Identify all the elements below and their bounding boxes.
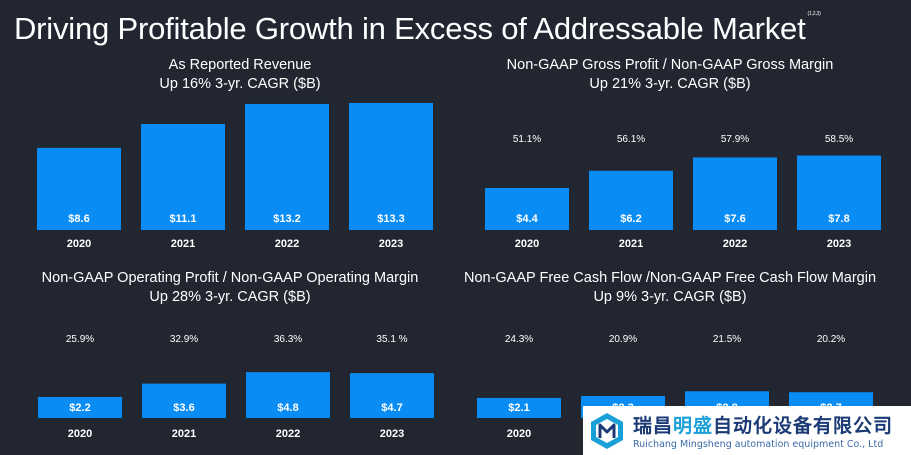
x-tick-label: 2020: [515, 238, 539, 250]
margin-label: 58.5%: [825, 134, 853, 145]
watermark-banner: 瑞昌明盛自动化设备有限公司 Ruichang Mingsheng automat…: [583, 406, 911, 455]
bar-value-label: $11.1: [170, 213, 197, 225]
panel-subtitle: Up 21% 3-yr. CAGR ($B): [589, 76, 751, 92]
x-tick-label: 2020: [67, 238, 91, 250]
panel-heading-revenue: As Reported Revenue Up 16% 3-yr. CAGR ($…: [40, 56, 440, 94]
watermark-name-suffix: 自动化设备有限公司: [713, 415, 894, 437]
panel-title: Non-GAAP Free Cash Flow /Non-GAAP Free C…: [463, 270, 877, 286]
bar: [37, 147, 121, 230]
x-tick-label: 2023: [827, 238, 851, 250]
bar: [589, 170, 673, 230]
x-tick-label: 2022: [275, 238, 299, 250]
panel-subtitle: Up 9% 3-yr. CAGR ($B): [593, 289, 747, 305]
x-tick-label: 2023: [380, 428, 404, 440]
margin-label: 57.9%: [721, 134, 749, 145]
bar-value-label: $3.6: [173, 402, 194, 414]
watermark-name-prefix: 瑞昌: [633, 415, 674, 437]
bar: [350, 373, 434, 418]
margin-label: 25.9%: [66, 334, 94, 345]
bar-value-label: $6.2: [620, 213, 641, 225]
bar: [349, 103, 433, 230]
bar: [38, 396, 122, 418]
bar-value-label: $13.2: [273, 213, 301, 225]
panel-title: As Reported Revenue: [168, 57, 312, 73]
margin-label: 51.1%: [513, 134, 541, 145]
bar: [485, 187, 569, 230]
x-tick-label: 2020: [507, 428, 531, 440]
x-tick-label: 2021: [619, 238, 643, 250]
x-tick-label: 2022: [276, 428, 300, 440]
margin-label: 20.2%: [817, 334, 845, 345]
bar: [246, 372, 330, 418]
panel-title: Non-GAAP Operating Profit / Non-GAAP Ope…: [41, 270, 419, 286]
watermark-english-name: Ruichang Mingsheng automation equipment …: [633, 439, 884, 450]
x-tick-label: 2021: [172, 428, 196, 440]
panel-title: Non-GAAP Gross Profit / Non-GAAP Gross M…: [506, 57, 834, 73]
bar: [693, 157, 777, 230]
bar-value-label: $7.8: [828, 213, 849, 225]
margin-label: 56.1%: [617, 134, 645, 145]
bar-value-label: $2.1: [508, 402, 529, 414]
company-logo-icon: [591, 412, 623, 449]
panel-heading-free-cash-flow: Non-GAAP Free Cash Flow /Non-GAAP Free C…: [455, 269, 885, 307]
margin-label: 21.5%: [713, 334, 741, 345]
margin-label: 32.9%: [170, 334, 198, 345]
bar-value-label: $4.4: [516, 213, 538, 225]
margin-label: 20.9%: [609, 334, 637, 345]
bar: [797, 155, 881, 230]
bar-value-label: $4.7: [381, 402, 402, 414]
bar-value-label: $7.6: [724, 213, 745, 225]
title-footnote: (1,2,3): [807, 11, 821, 17]
bar-value-label: $13.3: [377, 213, 405, 225]
watermark-name-highlight: 明盛: [673, 415, 714, 437]
panel-subtitle: Up 16% 3-yr. CAGR ($B): [159, 76, 321, 92]
panel-heading-operating-profit: Non-GAAP Operating Profit / Non-GAAP Ope…: [10, 269, 450, 307]
bar: [141, 124, 225, 230]
bar: [245, 103, 329, 230]
x-tick-label: 2023: [379, 238, 403, 250]
bar-value-label: $8.6: [68, 213, 89, 225]
bar-value-label: $2.2: [69, 402, 90, 414]
watermark-company-name: 瑞昌明盛自动化设备有限公司: [633, 411, 893, 438]
bar: [477, 397, 561, 418]
page-title-text: Driving Profitable Growth in Excess of A…: [14, 11, 806, 46]
watermark-text: 瑞昌明盛自动化设备有限公司 Ruichang Mingsheng automat…: [633, 411, 893, 450]
x-tick-label: 2021: [171, 238, 195, 250]
margin-label: 35.1 %: [376, 334, 407, 345]
x-tick-label: 2020: [68, 428, 92, 440]
panel-heading-gross-profit: Non-GAAP Gross Profit / Non-GAAP Gross M…: [470, 56, 870, 94]
panel-subtitle: Up 28% 3-yr. CAGR ($B): [149, 289, 311, 305]
x-tick-label: 2022: [723, 238, 747, 250]
page-title: Driving Profitable Growth in Excess of A…: [14, 11, 821, 47]
margin-label: 36.3%: [274, 334, 302, 345]
bar: [142, 383, 226, 418]
bar-value-label: $4.8: [277, 402, 298, 414]
margin-label: 24.3%: [505, 334, 533, 345]
